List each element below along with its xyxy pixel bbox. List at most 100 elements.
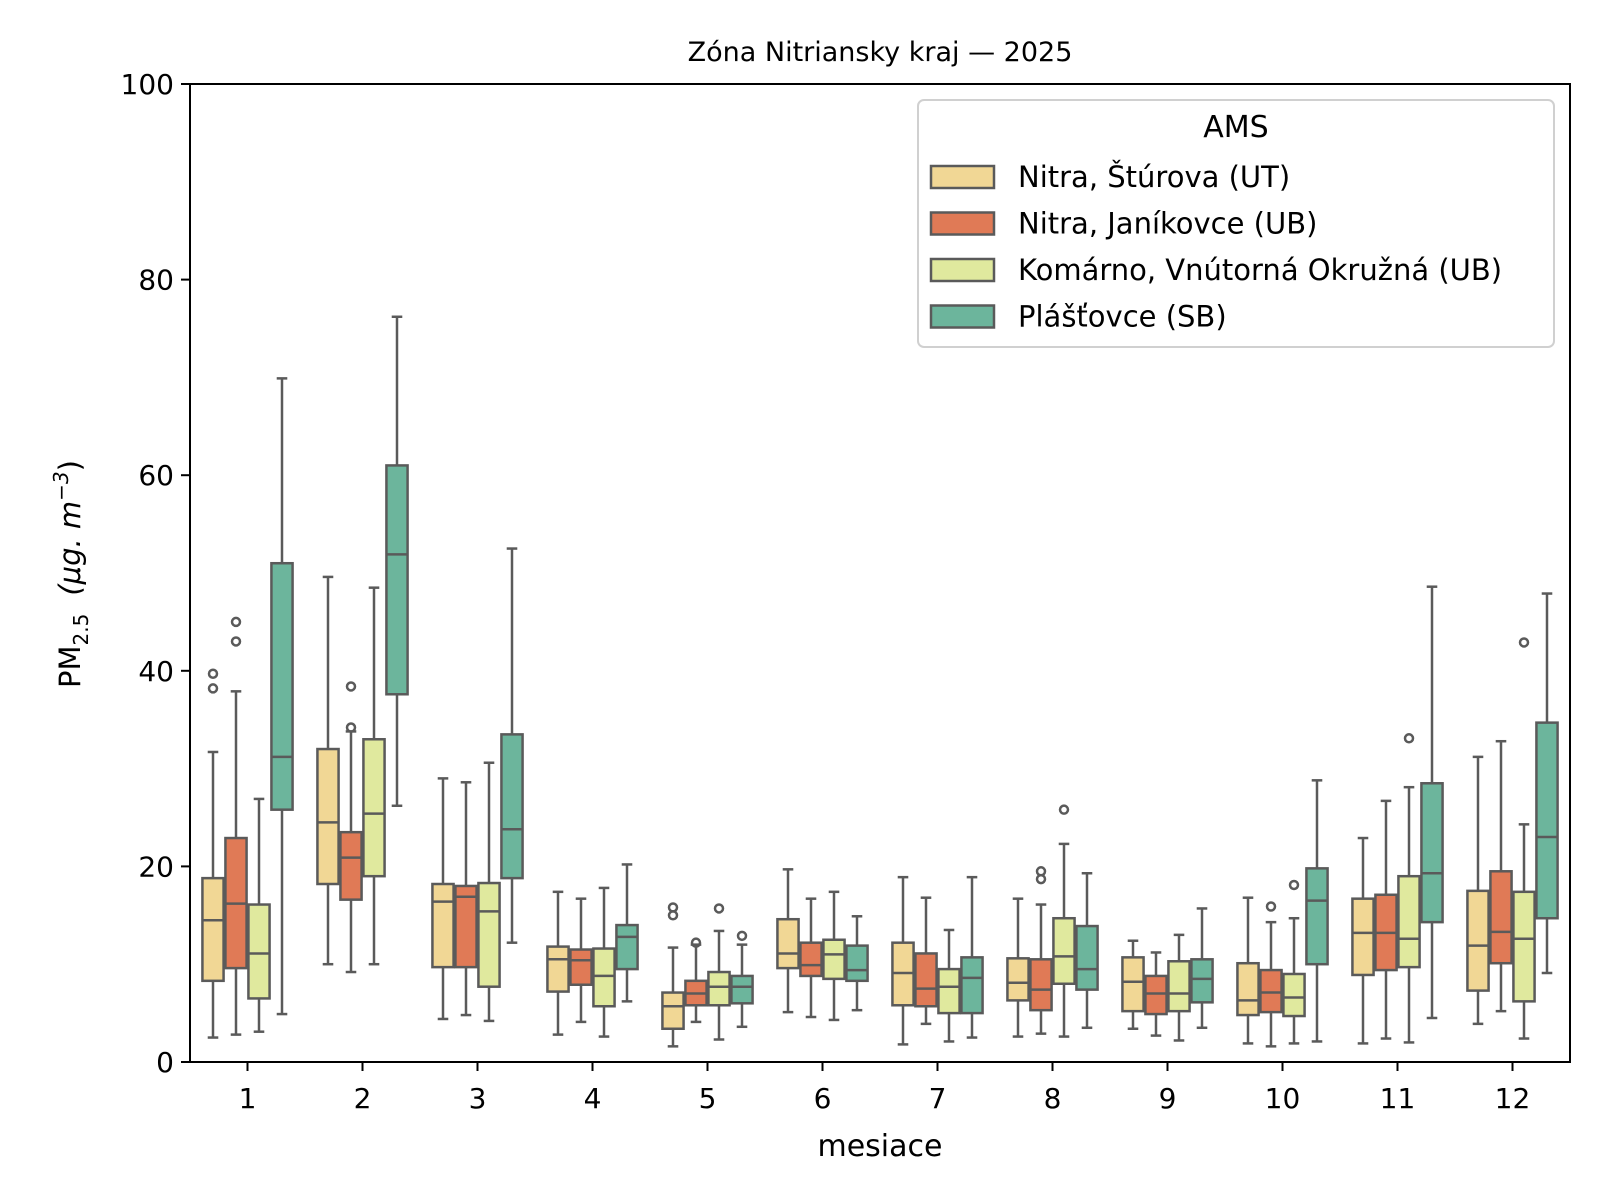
y-tick-label: 100 bbox=[121, 68, 174, 101]
box-11-series-3 bbox=[1420, 585, 1444, 1020]
box-iqr bbox=[385, 464, 409, 696]
legend-title: AMS bbox=[1203, 110, 1268, 145]
box-iqr bbox=[799, 941, 823, 978]
box-iqr bbox=[339, 830, 363, 901]
box-iqr bbox=[1489, 870, 1513, 965]
x-tick-label: 9 bbox=[1159, 1082, 1177, 1115]
box-iqr bbox=[615, 923, 639, 971]
x-tick-label: 7 bbox=[929, 1082, 947, 1115]
box-iqr bbox=[937, 967, 961, 1015]
outlier-point bbox=[667, 902, 679, 913]
box-iqr bbox=[1167, 960, 1191, 1013]
legend-item: Nitra, Janíkovce (UB) bbox=[929, 207, 1317, 241]
outlier-point bbox=[736, 930, 748, 942]
box-iqr bbox=[1351, 897, 1375, 977]
box-10-series-0 bbox=[1236, 896, 1260, 1045]
legend-label: Komárno, Vnútorná Okružná (UB) bbox=[1018, 253, 1502, 287]
box-iqr bbox=[569, 948, 593, 986]
legend-swatch bbox=[929, 164, 996, 190]
box-6-series-1 bbox=[799, 897, 823, 1019]
box-iqr bbox=[1144, 974, 1168, 1016]
box-11-series-2 bbox=[1397, 733, 1421, 1044]
x-tick-label: 1 bbox=[239, 1082, 257, 1115]
box-iqr bbox=[707, 970, 731, 1007]
legend-item: Plášťovce (SB) bbox=[929, 300, 1227, 334]
box-iqr bbox=[1121, 956, 1145, 1013]
outlier-point bbox=[713, 903, 725, 914]
box-12-series-2 bbox=[1512, 637, 1536, 1040]
x-tick-label: 11 bbox=[1380, 1082, 1416, 1115]
box-2-series-0 bbox=[316, 575, 340, 966]
x-tick-label: 6 bbox=[814, 1082, 832, 1115]
box-3-series-3 bbox=[500, 547, 524, 944]
box-iqr bbox=[1305, 867, 1329, 966]
y-tick-label: 0 bbox=[156, 1046, 174, 1079]
box-iqr bbox=[362, 738, 386, 878]
y-label-unit-sup: −3 bbox=[49, 471, 73, 500]
outlier-point bbox=[1035, 866, 1047, 877]
y-tick-label: 40 bbox=[138, 655, 174, 688]
outlier-point bbox=[1403, 733, 1415, 744]
box-8-series-3 bbox=[1075, 871, 1099, 1030]
box-6-series-3 bbox=[845, 915, 869, 1012]
box-2-series-2 bbox=[362, 586, 386, 966]
box-iqr bbox=[914, 952, 938, 1008]
box-iqr bbox=[1512, 890, 1536, 1003]
box-iqr bbox=[845, 944, 869, 983]
box-iqr bbox=[730, 974, 754, 1005]
y-label-unit-close: ) bbox=[53, 460, 87, 471]
legend-label: Nitra, Janíkovce (UB) bbox=[1018, 207, 1317, 241]
outlier-point bbox=[230, 636, 242, 647]
box-1-series-2 bbox=[247, 797, 271, 1033]
outlier-point bbox=[207, 683, 219, 694]
x-tick-label: 4 bbox=[584, 1082, 602, 1115]
box-7-series-1 bbox=[914, 896, 938, 1026]
x-tick-label: 3 bbox=[469, 1082, 487, 1115]
box-2-series-3 bbox=[385, 315, 409, 808]
box-iqr bbox=[1052, 916, 1076, 986]
y-tick-label: 20 bbox=[138, 850, 174, 883]
box-5-series-1 bbox=[684, 937, 708, 1024]
box-iqr bbox=[500, 733, 524, 880]
outlier-point bbox=[1058, 804, 1070, 815]
box-iqr bbox=[1236, 961, 1260, 1017]
legend-swatch bbox=[929, 257, 996, 283]
legend: AMS Nitra, Štúrova (UT) Nitra, Janíkovce … bbox=[917, 99, 1555, 348]
legend-label: Nitra, Štúrova (UT) bbox=[1018, 160, 1290, 194]
box-10-series-1 bbox=[1259, 901, 1283, 1048]
outlier-point bbox=[1288, 879, 1300, 891]
box-iqr bbox=[1006, 957, 1030, 1002]
box-iqr bbox=[270, 561, 294, 811]
box-9-series-1 bbox=[1144, 951, 1168, 1037]
y-axis: 0 20 40 60 80 100 bbox=[121, 68, 190, 1079]
legend-swatch bbox=[929, 304, 996, 329]
x-tick-label: 2 bbox=[354, 1082, 372, 1115]
box-iqr bbox=[1259, 968, 1283, 1014]
y-label-sub: 2.5 bbox=[69, 614, 93, 646]
box-iqr bbox=[247, 903, 271, 1000]
box-5-series-2 bbox=[707, 903, 731, 1041]
plot-area bbox=[201, 315, 1559, 1048]
box-iqr bbox=[1466, 889, 1490, 992]
outlier-point bbox=[230, 616, 242, 628]
x-tick-label: 5 bbox=[699, 1082, 717, 1115]
box-8-series-1 bbox=[1029, 866, 1053, 1035]
box-3-series-1 bbox=[454, 781, 478, 1017]
box-1-series-0 bbox=[201, 668, 225, 1039]
box-4-series-1 bbox=[569, 897, 593, 1024]
box-10-series-3 bbox=[1305, 779, 1329, 1043]
box-4-series-2 bbox=[592, 886, 616, 1038]
box-6-series-2 bbox=[822, 890, 846, 1022]
outlier-point bbox=[207, 668, 219, 679]
box-2-series-1 bbox=[339, 681, 363, 974]
box-10-series-2 bbox=[1282, 879, 1306, 1045]
box-iqr bbox=[1029, 958, 1053, 1012]
y-tick-label: 60 bbox=[138, 459, 174, 492]
box-3-series-0 bbox=[431, 777, 455, 1021]
box-iqr bbox=[661, 991, 685, 1030]
box-iqr bbox=[1535, 721, 1559, 920]
box-iqr bbox=[1397, 874, 1421, 969]
x-tick-label: 12 bbox=[1495, 1082, 1531, 1115]
box-iqr bbox=[1075, 924, 1099, 991]
